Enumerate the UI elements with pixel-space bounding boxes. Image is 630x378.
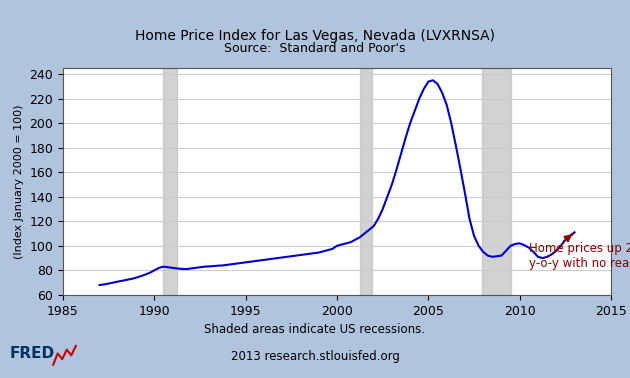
Bar [482,68,510,295]
Bar [360,68,372,295]
Y-axis label: (Index January 2000 = 100): (Index January 2000 = 100) [14,104,24,259]
Text: FRED: FRED [10,346,55,361]
Text: Home Price Index for Las Vegas, Nevada (LVXRNSA): Home Price Index for Las Vegas, Nevada (… [135,29,495,43]
Text: Source:  Standard and Poor's: Source: Standard and Poor's [224,42,406,55]
Bar [163,68,177,295]
Text: Home prices up 20+ percent
y-o-y with no real income gains: Home prices up 20+ percent y-o-y with no… [529,242,630,270]
Text: Shaded areas indicate US recessions.: Shaded areas indicate US recessions. [205,324,425,336]
Text: 2013 research.stlouisfed.org: 2013 research.stlouisfed.org [231,350,399,363]
